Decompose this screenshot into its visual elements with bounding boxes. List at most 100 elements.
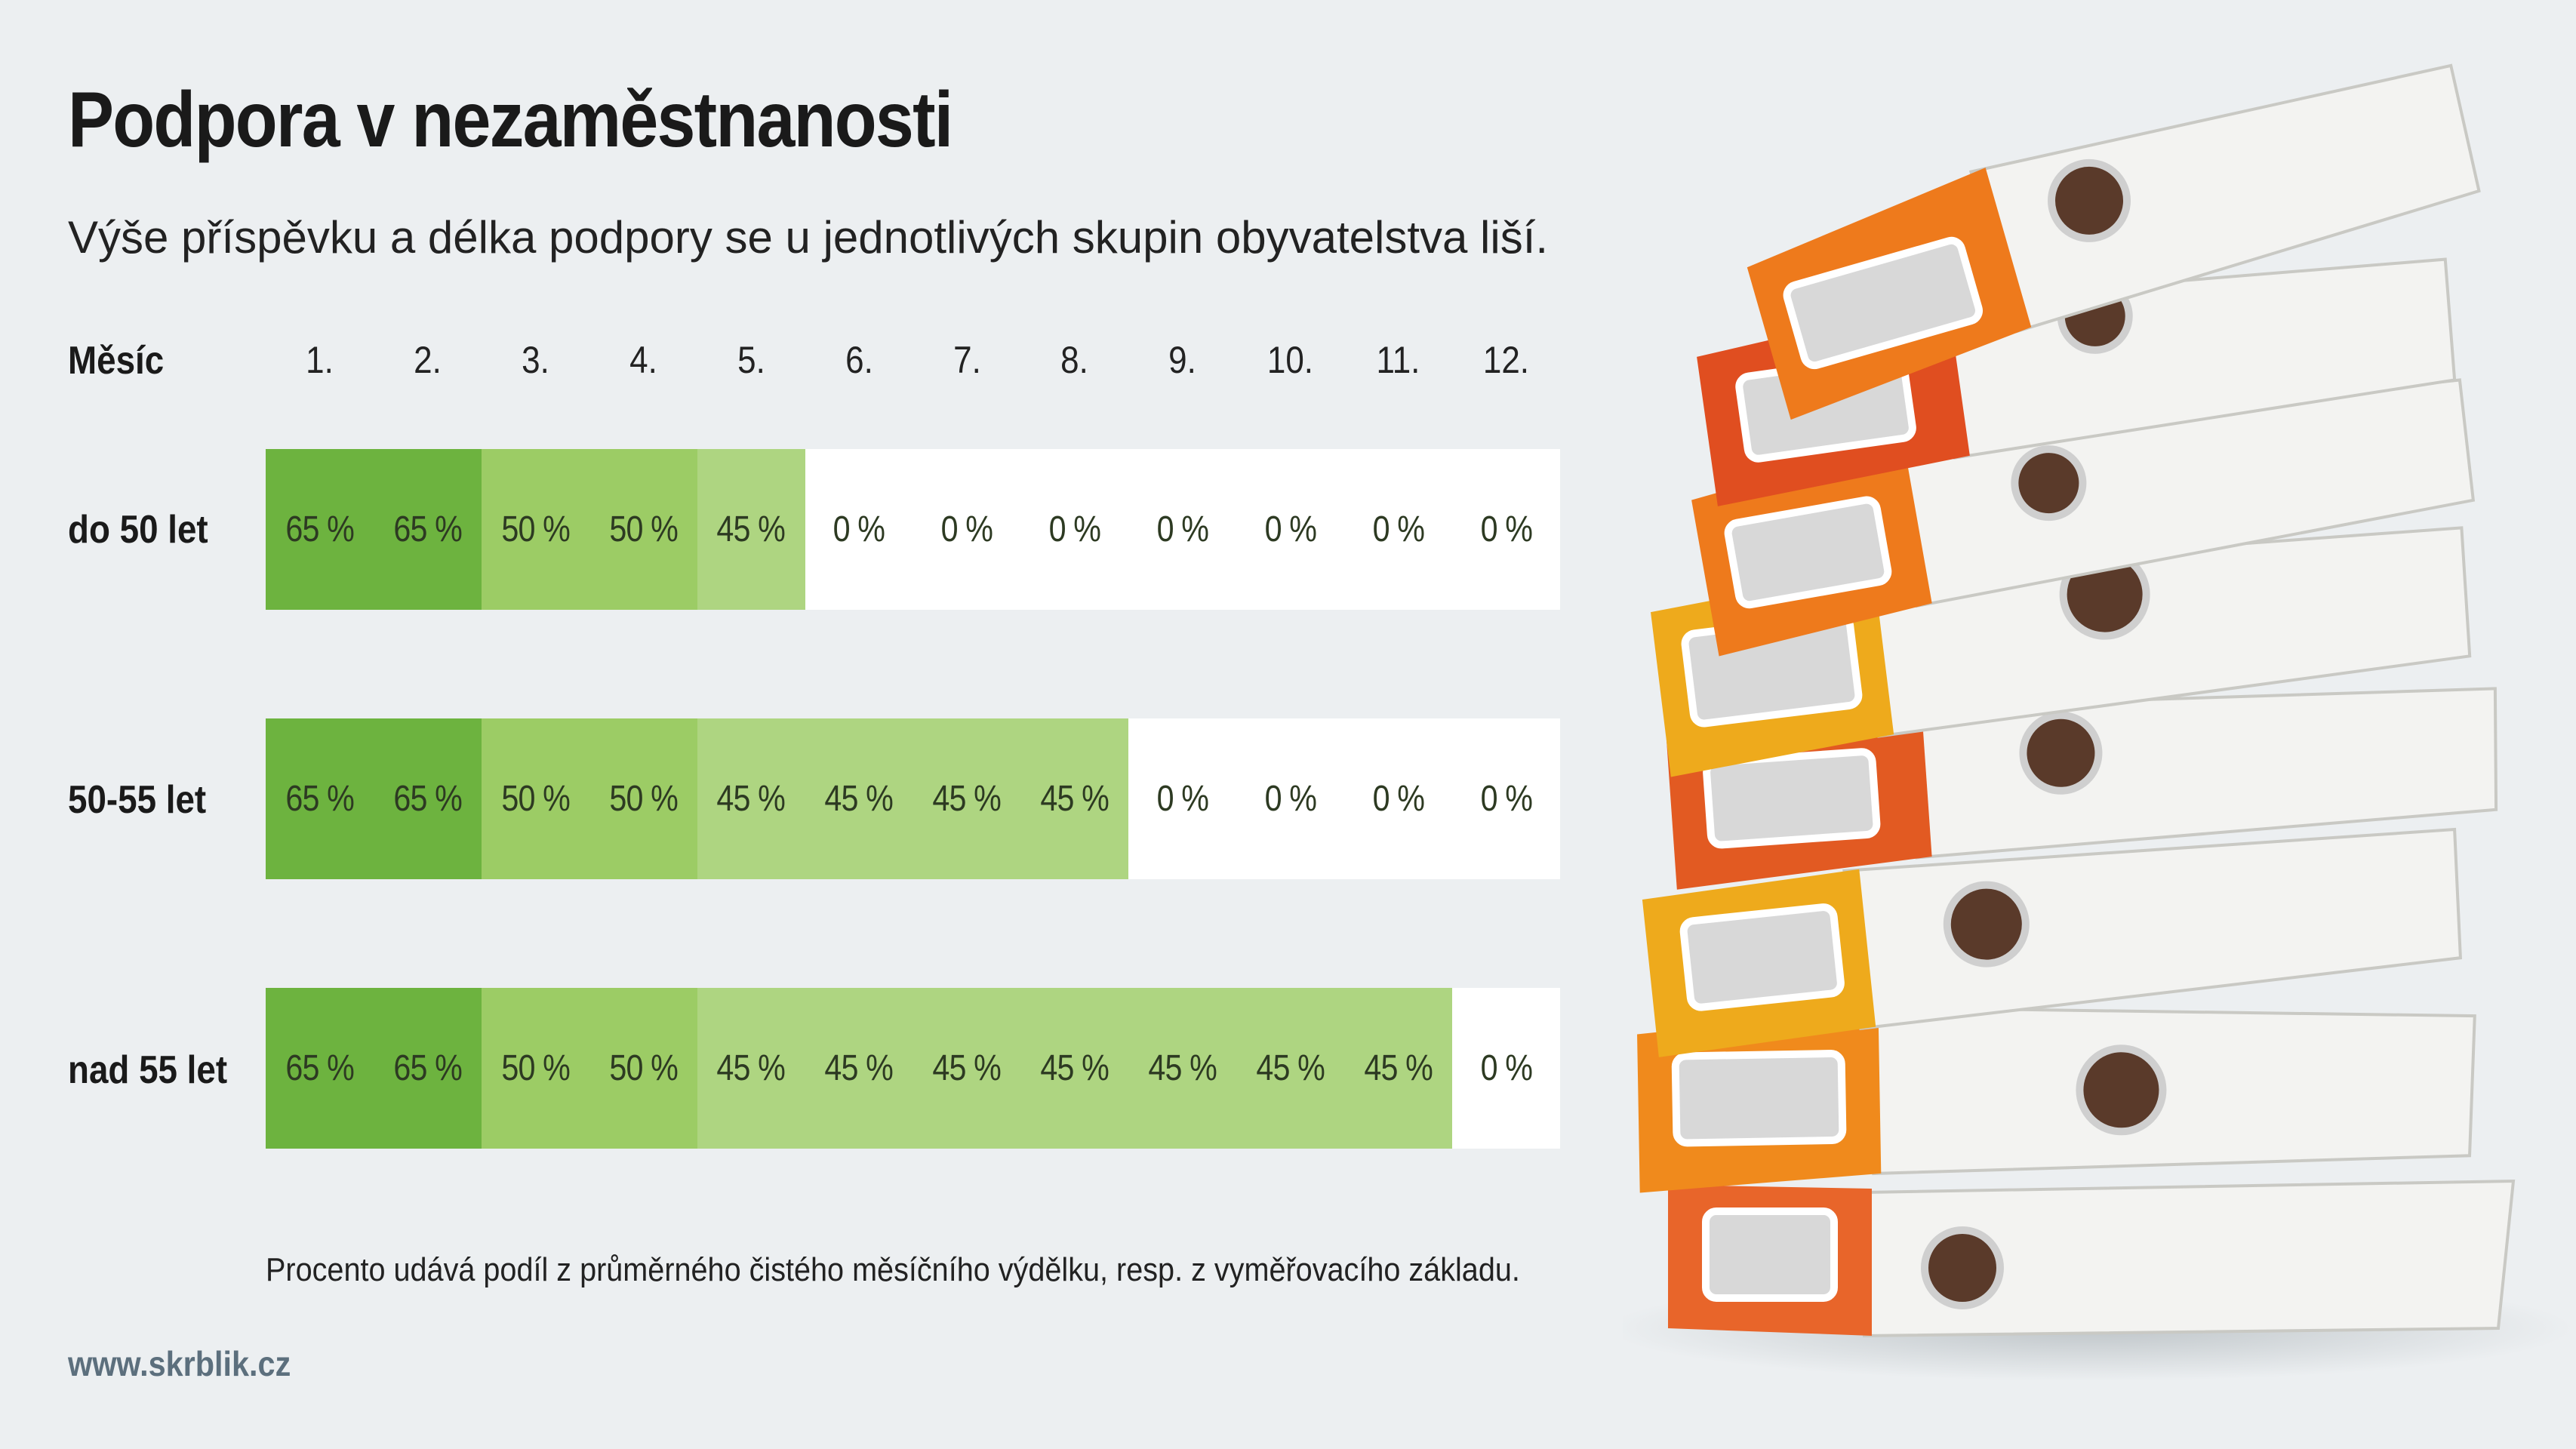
rate-cell: 45 % — [805, 988, 913, 1149]
rate-cell-value: 0 % — [1372, 779, 1424, 819]
rate-cell-value: 0 % — [1156, 779, 1209, 819]
rate-cell: 0 % — [913, 449, 1021, 610]
month-number: 2. — [414, 339, 442, 381]
month-number: 4. — [629, 339, 657, 381]
rate-cell: 0 % — [1236, 449, 1345, 610]
rate-cell-value: 45 % — [1148, 1048, 1218, 1088]
rate-cell-value: 65 % — [393, 509, 463, 549]
rate-cell-value: 65 % — [285, 509, 355, 549]
rate-cell: 45 % — [805, 718, 913, 879]
rate-cell-value: 50 % — [608, 509, 679, 549]
rate-cell-value: 0 % — [833, 509, 885, 549]
binder-top — [1747, 63, 2481, 420]
rate-cell-value: 0 % — [940, 509, 993, 549]
month-number: 8. — [1060, 339, 1089, 381]
month-number: 10. — [1267, 339, 1314, 381]
rate-cell: 0 % — [1344, 449, 1453, 610]
rate-cell: 0 % — [1452, 988, 1561, 1149]
rate-cell-value: 50 % — [608, 779, 679, 819]
rate-cell-value: 0 % — [1264, 779, 1317, 819]
rate-cell: 0 % — [1452, 718, 1561, 879]
rate-cell: 50 % — [481, 988, 589, 1149]
page-subtitle: Výše příspěvku a délka podpory se u jedn… — [68, 212, 1549, 263]
rate-cell: 0 % — [1128, 449, 1237, 610]
rate-bar-under-50: 65 % 65 % 50 % 50 % 45 % 0 % 0 % 0 % 0 % 0 % 0 % 0 … — [266, 449, 1561, 610]
binder-7 — [1642, 827, 2462, 1057]
rate-cell: 50 % — [589, 449, 697, 610]
binder-8 — [1637, 1006, 2476, 1193]
rate-cell: 65 % — [373, 449, 482, 610]
rate-cell-value: 45 % — [1040, 779, 1110, 819]
rate-cell-value: 0 % — [1480, 779, 1532, 819]
rate-cell-value: 50 % — [608, 1048, 679, 1088]
rate-cell-value: 65 % — [393, 779, 463, 819]
rate-cell: 45 % — [1020, 988, 1129, 1149]
rate-cell: 65 % — [373, 988, 482, 1149]
rate-bar-50-55: 65 % 65 % 50 % 50 % 45 % 45 % 45 % 45 % 0 % 0 % 0 … — [266, 718, 1561, 879]
rate-cell-value: 45 % — [824, 1048, 894, 1088]
rate-cell: 65 % — [373, 718, 482, 879]
rate-cell: 0 % — [1128, 718, 1237, 879]
month-number: 1. — [306, 339, 334, 381]
rate-cell: 45 % — [1236, 988, 1345, 1149]
rate-cell: 50 % — [481, 449, 589, 610]
rate-cell-value: 50 % — [500, 509, 571, 549]
website-link[interactable]: www.skrblik.cz — [68, 1344, 291, 1383]
rate-cell-value: 45 % — [932, 779, 1002, 819]
rate-cell-value: 45 % — [716, 779, 786, 819]
month-number: 6. — [845, 339, 873, 381]
rate-cell-value: 45 % — [716, 1048, 786, 1088]
rate-bar-over-55: 65 % 65 % 50 % 50 % 45 % 45 % 45 % 45 % 45 % 45 %… — [266, 988, 1561, 1149]
rate-cell-value: 50 % — [500, 1048, 571, 1088]
month-number: 3. — [521, 339, 549, 381]
row-label-under-50: do 50 let — [68, 508, 208, 552]
rate-cell-value: 50 % — [500, 779, 571, 819]
month-number: 12. — [1482, 339, 1530, 381]
rate-cell: 50 % — [481, 718, 589, 879]
rate-cell: 0 % — [1344, 718, 1453, 879]
rate-cell: 65 % — [266, 449, 374, 610]
rate-cell-value: 45 % — [1040, 1048, 1110, 1088]
rate-cell: 50 % — [589, 718, 697, 879]
month-header-label: Měsíc — [68, 339, 165, 383]
rate-cell-value: 0 % — [1480, 509, 1532, 549]
rate-cell-value: 0 % — [1264, 509, 1317, 549]
rate-cell-value: 45 % — [932, 1048, 1002, 1088]
row-label-over-55: nad 55 let — [68, 1048, 228, 1092]
rate-cell: 45 % — [1344, 988, 1453, 1149]
rate-cell-value: 0 % — [1048, 509, 1101, 549]
rate-cell: 45 % — [697, 988, 805, 1149]
rate-cell-value: 45 % — [1364, 1048, 1433, 1088]
rate-cell: 45 % — [1128, 988, 1237, 1149]
rate-cell-value: 45 % — [1256, 1048, 1325, 1088]
rate-cell: 0 % — [1020, 449, 1129, 610]
month-number: 7. — [953, 339, 981, 381]
row-label-50-55: 50-55 let — [68, 778, 207, 822]
rate-cell-value: 65 % — [285, 779, 355, 819]
month-number: 9. — [1168, 339, 1197, 381]
rate-cell: 45 % — [913, 718, 1021, 879]
rate-cell-value: 45 % — [824, 779, 894, 819]
rate-cell-value: 65 % — [285, 1048, 355, 1088]
rate-cell: 65 % — [266, 718, 374, 879]
rate-cell: 0 % — [1452, 449, 1561, 610]
rate-cell: 50 % — [589, 988, 697, 1149]
rate-cell-value: 65 % — [393, 1048, 463, 1088]
rate-cell: 45 % — [913, 988, 1021, 1149]
month-number: 11. — [1376, 339, 1420, 381]
page-title: Podpora v nezaměstnanosti — [68, 76, 953, 164]
binder-stack-illustration — [1623, 63, 2574, 1381]
rate-cell-value: 0 % — [1156, 509, 1209, 549]
rate-cell-value: 45 % — [716, 509, 786, 549]
month-number: 5. — [737, 339, 765, 381]
footnote: Procento udává podíl z průměrného čistéh… — [266, 1251, 1520, 1288]
rate-cell: 0 % — [805, 449, 913, 610]
binder-bottom — [1668, 1179, 2516, 1338]
rate-cell: 0 % — [1236, 718, 1345, 879]
rate-cell: 45 % — [1020, 718, 1129, 879]
rate-cell: 65 % — [266, 988, 374, 1149]
rate-cell-value: 0 % — [1480, 1048, 1532, 1088]
rate-cell-value: 0 % — [1372, 509, 1424, 549]
rate-cell: 45 % — [697, 718, 805, 879]
rate-cell: 45 % — [697, 449, 805, 610]
